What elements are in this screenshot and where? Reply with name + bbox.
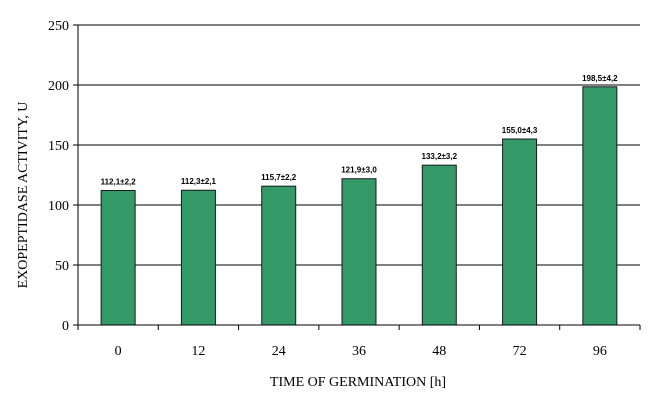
- data-label: 155,0±4,3: [502, 126, 538, 135]
- x-tick-labels: 0 12 24 36 48 72 96: [115, 344, 607, 359]
- bar-series: [100, 86, 618, 326]
- y-tick-labels: 0 50 100 150 200 250: [48, 19, 69, 334]
- x-tick-label: 12: [191, 344, 205, 359]
- bar: [341, 178, 377, 326]
- x-tick-label: 36: [352, 344, 366, 359]
- bar: [100, 189, 136, 326]
- axes: [73, 24, 641, 330]
- data-label: 198,5±4,2: [582, 74, 618, 83]
- y-tick-label: 50: [55, 259, 69, 274]
- data-label: 121,9±3,0: [341, 166, 377, 175]
- data-label: 133,2±3,2: [422, 152, 458, 161]
- data-labels: 112,1±2,2 112,3±2,1 115,7±2,2 121,9±3,0 133,…: [101, 74, 619, 187]
- x-tick-label: 96: [593, 344, 607, 359]
- bar: [502, 138, 538, 326]
- y-tick-label: 250: [48, 19, 69, 34]
- grid-lines: [78, 24, 640, 266]
- data-label: 112,1±2,2: [101, 177, 137, 186]
- y-tick-label: 100: [48, 199, 69, 214]
- y-tick-label: 150: [48, 139, 69, 154]
- y-tick-label: 0: [62, 319, 69, 334]
- y-axis-title: EXOPEPTIDASE ACTIVITY, U: [16, 102, 31, 289]
- x-axis-title: TIME OF GERMINATION [h]: [270, 375, 446, 390]
- data-label: 115,7±2,2: [261, 173, 297, 182]
- bar: [261, 185, 297, 326]
- x-tick-label: 72: [513, 344, 527, 359]
- bar: [421, 164, 457, 326]
- y-tick-label: 200: [48, 79, 69, 94]
- x-tick-label: 48: [432, 344, 446, 359]
- data-label: 112,3±2,1: [181, 177, 217, 186]
- x-tick-label: 0: [115, 344, 122, 359]
- bar: [180, 189, 216, 326]
- x-tick-label: 24: [272, 344, 286, 359]
- bar: [582, 86, 618, 326]
